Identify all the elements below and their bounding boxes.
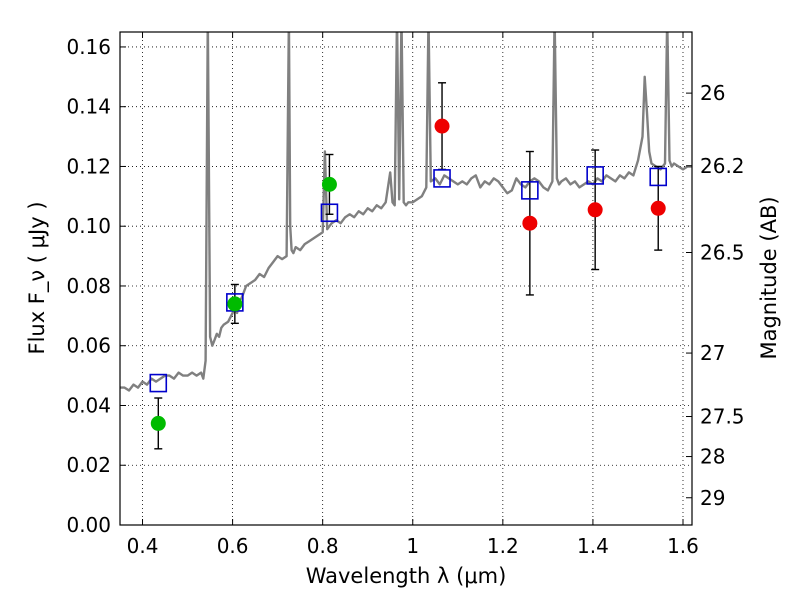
model-box-point	[586, 166, 604, 185]
marker-layer	[149, 118, 668, 431]
red-data-point	[522, 215, 538, 231]
y2-tick-label: 27.5	[700, 405, 745, 429]
green-data-point	[150, 415, 166, 431]
plot-frame	[119, 31, 693, 526]
y-tick-label: 0.14	[66, 95, 111, 119]
y2-tick-label: 26.5	[700, 241, 745, 265]
x-tick-label: 1.4	[577, 534, 609, 558]
spectrum-line	[120, 32, 692, 392]
data-layer	[120, 32, 692, 392]
model-box-point	[433, 169, 451, 188]
red-data-point	[650, 200, 666, 216]
tick-layer: 0.4 0.6 0.8 1 1.2 1.4 1.6 0.00 0.02 0.04 0.06 0.08 0…	[66, 32, 745, 558]
red-data-point	[434, 118, 450, 134]
y2-axis-label: Magnitude (AB)	[757, 196, 781, 359]
x-tick-label: 0.8	[307, 534, 339, 558]
x-tick-label: 1.2	[487, 534, 519, 558]
red-data-point	[587, 202, 603, 218]
model-box-point	[521, 181, 539, 200]
y2-tick-label: 26.2	[700, 154, 745, 178]
model-box-point	[149, 373, 168, 393]
green-data-point	[227, 296, 243, 312]
y-tick-label: 0.08	[66, 274, 111, 298]
y-tick-label: 0.04	[66, 393, 111, 417]
y2-tick-label: 29	[700, 486, 725, 510]
y-tick-label: 0.12	[66, 154, 111, 178]
y-tick-label: 0.16	[66, 35, 111, 59]
y-axis-label: Flux F_ν ( μJy )	[25, 201, 50, 354]
x-tick-label: 1.6	[667, 534, 699, 558]
model-box-point	[320, 203, 339, 223]
y2-tick-label: 28	[700, 445, 725, 469]
y-tick-label: 0.10	[66, 214, 111, 238]
model-box-point	[649, 167, 668, 187]
x-axis-label: Wavelength λ (μm)	[306, 564, 507, 588]
x-tick-label: 0.6	[217, 534, 249, 558]
y2-tick-label: 27	[700, 341, 725, 365]
y-tick-label: 0.06	[66, 334, 111, 358]
green-data-point	[321, 176, 337, 192]
y2-tick-label: 26	[700, 81, 725, 105]
x-tick-label: 1	[406, 534, 419, 558]
y-tick-label: 0.00	[66, 513, 111, 537]
x-tick-label: 0.4	[127, 534, 159, 558]
y-tick-label: 0.02	[66, 453, 111, 477]
